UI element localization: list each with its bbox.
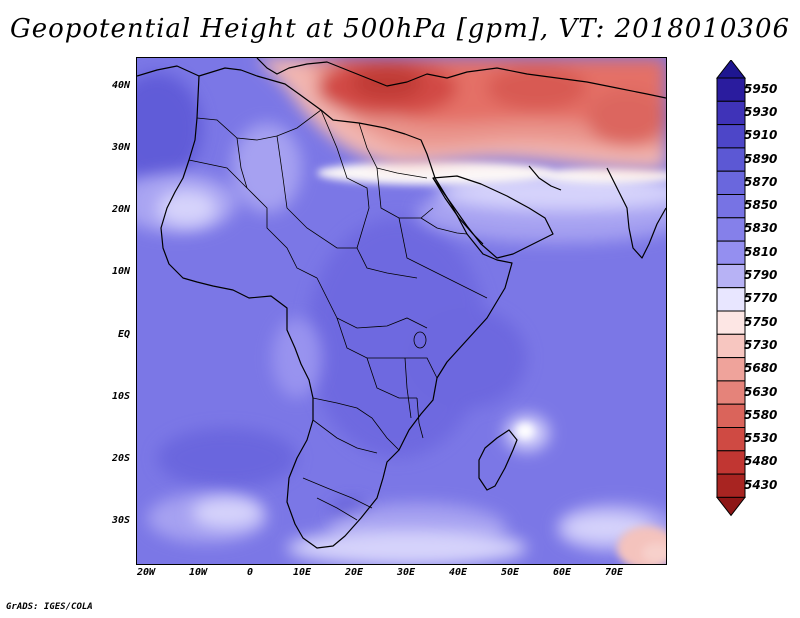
colorbar-cell <box>716 124 746 149</box>
lat-label: 10S <box>111 391 130 402</box>
lat-label: 30S <box>111 515 130 526</box>
lon-label: 10E <box>292 567 312 578</box>
credit-text: GrADS: IGES/COLA <box>6 602 93 612</box>
colorbar-label: 5790 <box>744 268 778 283</box>
colorbar-cell <box>716 77 746 102</box>
lat-label: 20N <box>111 204 130 215</box>
red-north-area <box>257 58 666 170</box>
map-panel <box>136 57 667 565</box>
white-band <box>317 161 666 439</box>
colorbar-label: 5810 <box>744 244 778 259</box>
colorbar-cell <box>716 403 746 429</box>
colorbar-cell <box>716 357 746 382</box>
colorbar-cell <box>716 380 746 405</box>
colorbar-under-arrow <box>716 496 746 517</box>
lon-label: 20W <box>136 567 156 578</box>
lon-label: 0 <box>246 567 254 578</box>
colorbar-cell <box>716 100 746 126</box>
lon-label: 60E <box>552 567 572 578</box>
colorbar-cell <box>716 194 746 219</box>
lakes <box>404 331 427 439</box>
lat-label: 20S <box>111 453 130 464</box>
colorbar-cell <box>716 170 746 195</box>
colorbar-cell <box>716 473 746 498</box>
colorbar-label: 5890 <box>744 151 778 166</box>
colorbar-cell <box>716 263 746 289</box>
pink-corner-spot <box>617 526 666 564</box>
colorbar-cell <box>716 427 746 452</box>
colorbar-cell <box>716 310 746 335</box>
colorbar-label: 5730 <box>744 337 778 352</box>
colorbar-label: 5750 <box>744 314 778 329</box>
colorbar-cell <box>716 217 746 242</box>
colorbar-cell <box>716 287 746 312</box>
colorbar-label: 5870 <box>744 174 778 189</box>
colorbar-label: 5830 <box>744 221 778 236</box>
colorbar-label: 5950 <box>744 81 778 96</box>
chart-title: Geopotential Height at 500hPa [gpm], VT:… <box>9 14 791 44</box>
colorbar-label: 5580 <box>744 407 778 422</box>
colorbar-label: 5850 <box>744 198 778 213</box>
lon-label: 50E <box>500 567 520 578</box>
lon-label: 30E <box>396 567 416 578</box>
pale-blue-areas <box>157 175 666 564</box>
colorbar-label: 5430 <box>744 477 778 492</box>
lat-label: 30N <box>111 142 130 153</box>
colorbar <box>716 60 746 517</box>
lat-label: EQ <box>117 329 130 340</box>
lon-label: 10W <box>188 567 208 578</box>
lon-label: 70E <box>604 567 624 578</box>
colorbar-label: 5480 <box>744 454 778 469</box>
lon-label: 40E <box>448 567 468 578</box>
colorbar-label: 5930 <box>744 104 778 119</box>
lat-label: 40N <box>111 80 130 91</box>
lon-label: 20E <box>344 567 364 578</box>
colorbar-label: 5680 <box>744 361 778 376</box>
colorbar-label: 5530 <box>744 431 778 446</box>
height-field <box>137 58 666 564</box>
colorbar-cell <box>716 450 746 475</box>
colorbar-cell <box>716 240 746 265</box>
colorbar-over-arrow <box>716 60 746 79</box>
colorbar-label: 5910 <box>744 128 778 143</box>
colorbar-cell <box>716 333 746 359</box>
lat-label: 10N <box>111 266 130 277</box>
colorbar-label: 5630 <box>744 384 778 399</box>
colorbar-cell <box>716 147 746 172</box>
coastlines <box>137 58 666 549</box>
colorbar-label: 5770 <box>744 291 778 306</box>
